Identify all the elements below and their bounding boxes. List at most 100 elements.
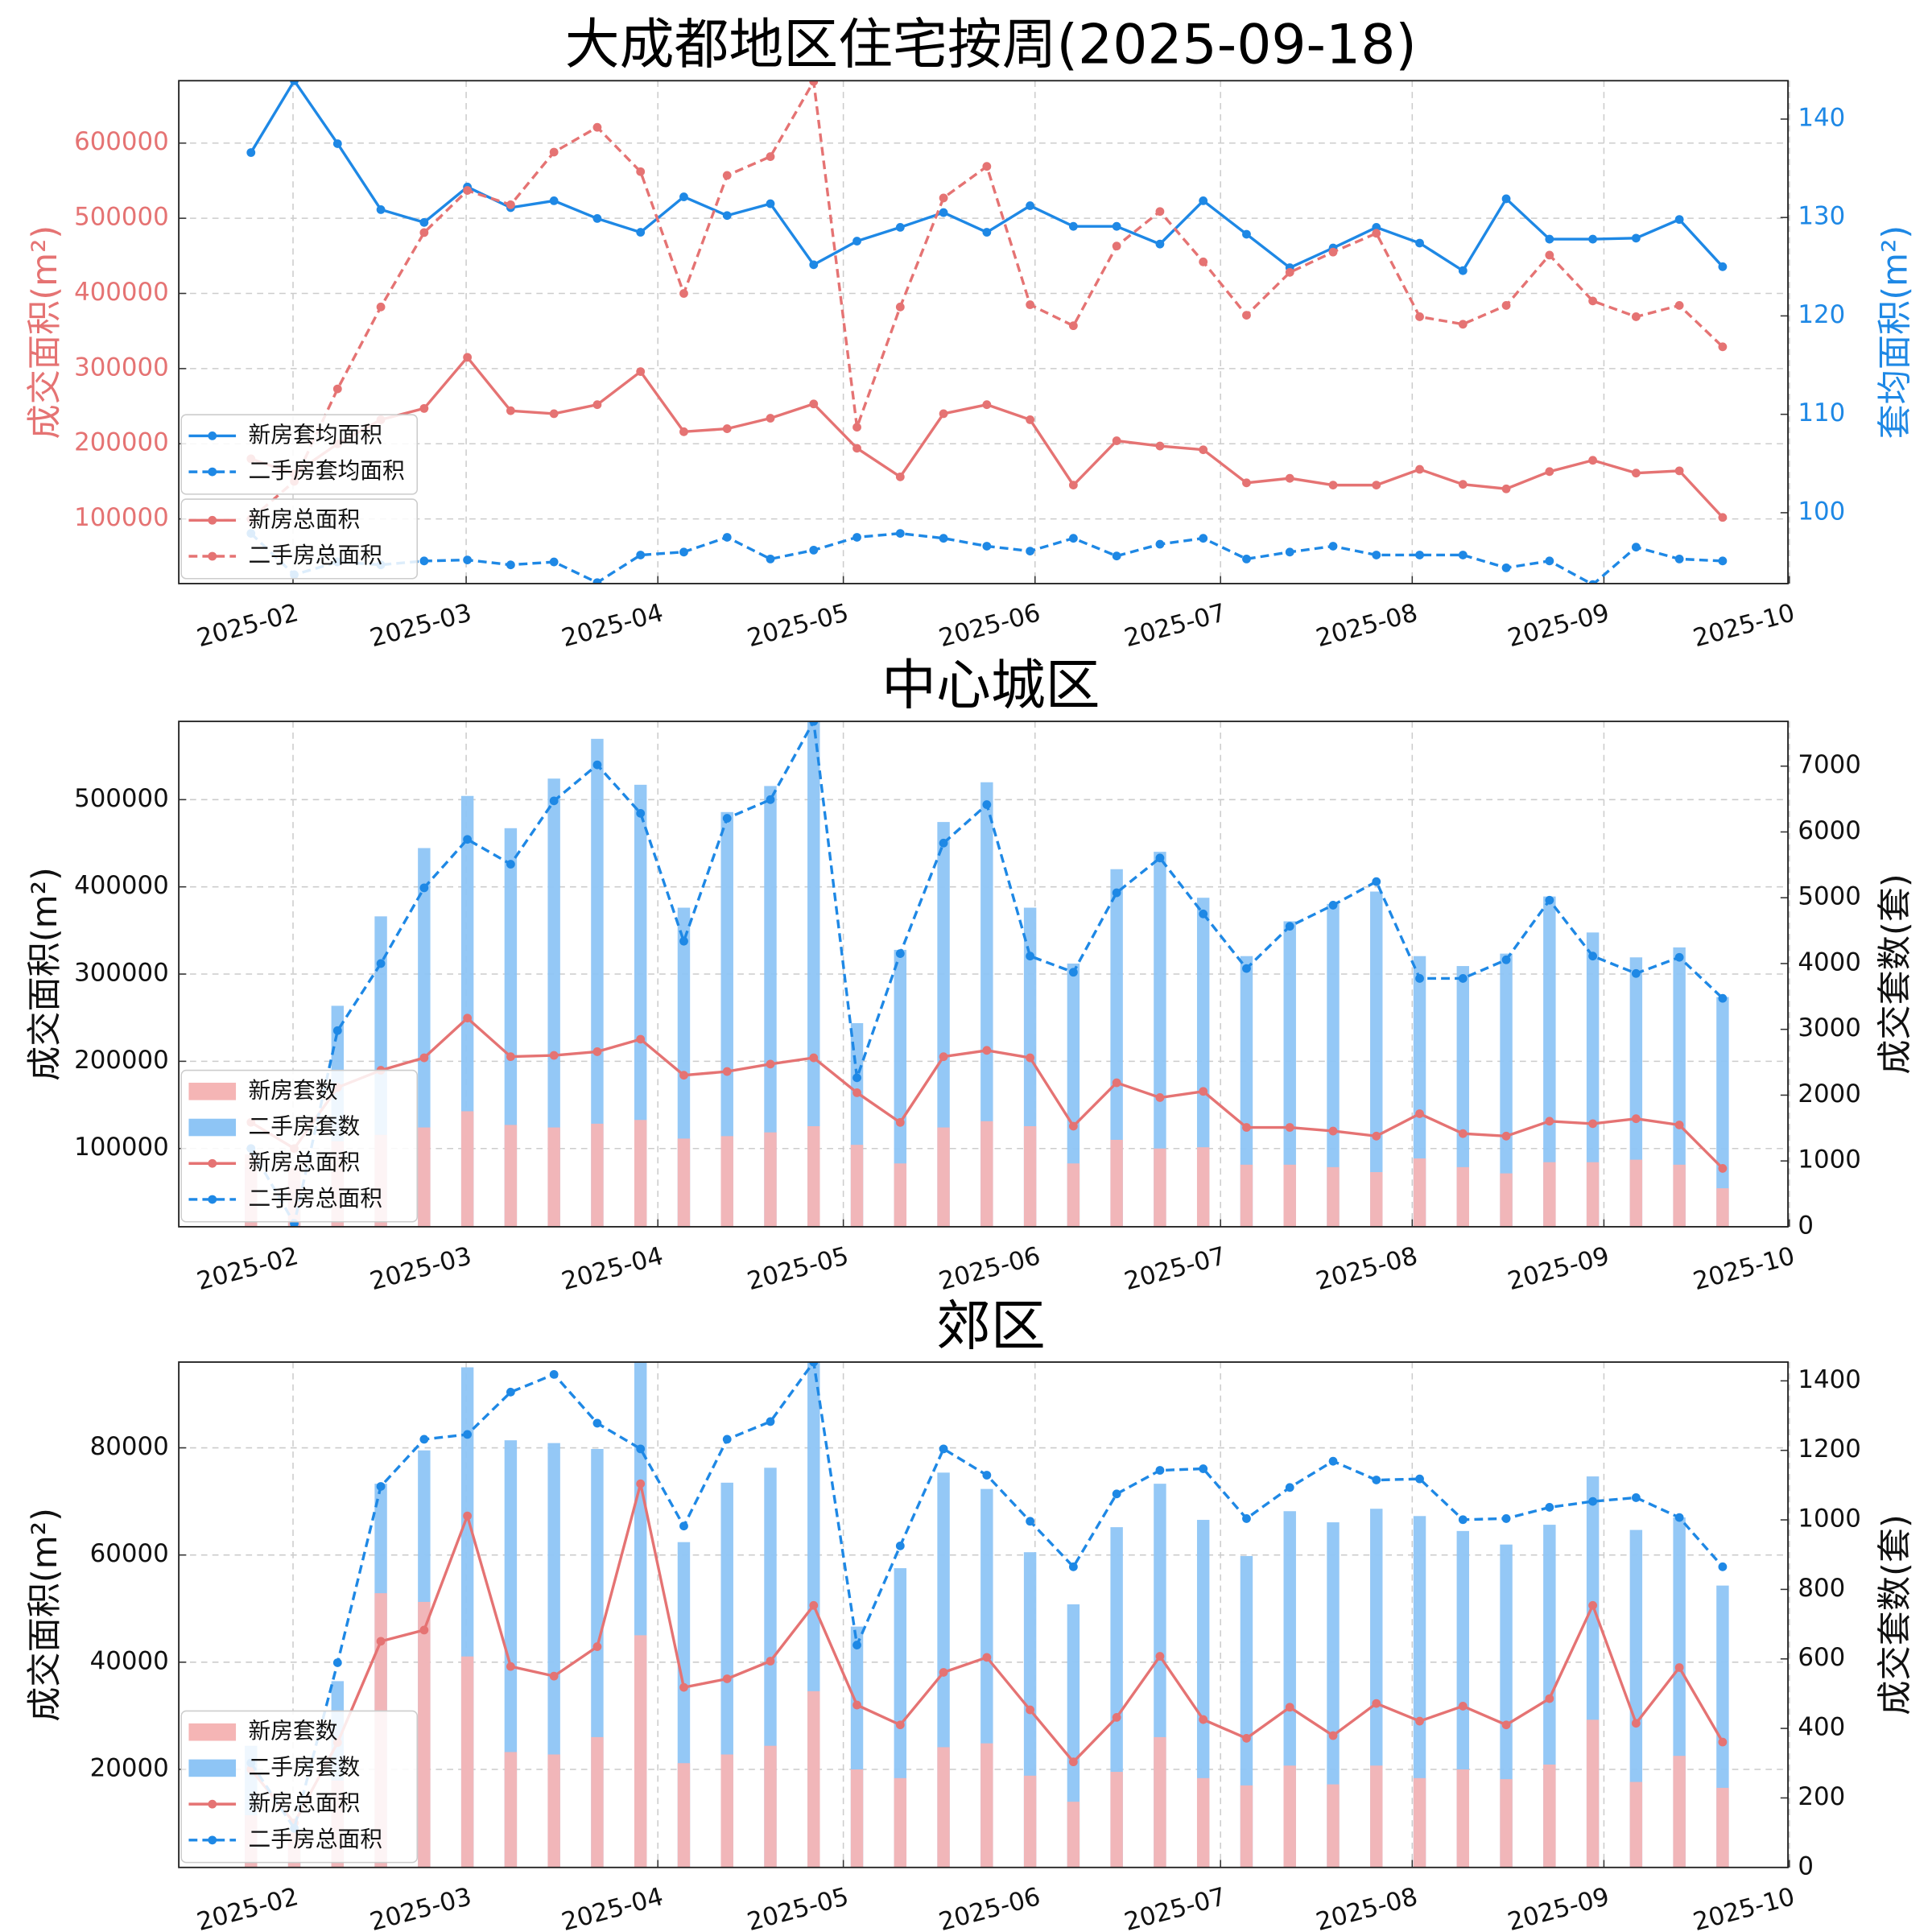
legend-label: 二手房套数 — [248, 1753, 360, 1780]
marker — [1545, 234, 1554, 244]
marker — [1372, 1699, 1381, 1708]
bar — [1413, 1158, 1426, 1227]
marker — [1155, 539, 1165, 549]
y2-tick-label: 1000 — [1798, 1505, 1860, 1534]
bar — [547, 1754, 560, 1868]
marker — [809, 1362, 819, 1367]
bar — [937, 822, 950, 1227]
marker — [809, 1053, 819, 1063]
bar — [418, 1127, 431, 1227]
marker — [679, 427, 688, 436]
y-tick-label: 200000 — [74, 1046, 169, 1075]
marker — [1501, 484, 1511, 493]
legend-marker — [208, 431, 217, 440]
legend-marker — [208, 467, 217, 477]
marker — [1674, 1121, 1684, 1129]
marker — [1199, 1087, 1208, 1096]
bar — [894, 1163, 907, 1227]
bar — [1456, 966, 1470, 1227]
marker — [376, 959, 386, 968]
marker — [1112, 436, 1121, 445]
bar — [1110, 869, 1123, 1227]
marker — [1458, 320, 1468, 329]
marker — [1328, 1126, 1338, 1136]
marker — [1718, 1164, 1728, 1173]
marker — [1199, 445, 1208, 455]
subplot: 2025-02 2025-03 2025-04 2025-05 2025-06 2025-… — [25, 1294, 1915, 1932]
marker — [463, 835, 473, 844]
marker — [1631, 469, 1641, 478]
marker — [463, 555, 473, 564]
marker — [1112, 1078, 1121, 1088]
marker — [1372, 1476, 1381, 1484]
y2-tick-label: 600 — [1798, 1643, 1845, 1672]
marker — [592, 214, 602, 223]
marker — [1501, 301, 1511, 310]
bar — [720, 811, 733, 1227]
bar — [1067, 1802, 1080, 1868]
chart-title: 郊区 — [936, 1294, 1046, 1358]
bar — [591, 738, 604, 1227]
marker — [1155, 1466, 1165, 1475]
y2-tick-label: 1200 — [1798, 1435, 1860, 1463]
y2-axis-label: 成交套数(套) — [1875, 873, 1915, 1075]
legend-label: 新房套数 — [248, 1077, 337, 1104]
marker — [982, 800, 992, 809]
marker — [636, 1444, 646, 1454]
marker — [1631, 1114, 1641, 1124]
marker — [939, 534, 948, 543]
y-axis-label: 成交面积(m²) — [25, 225, 65, 440]
marker — [1588, 234, 1598, 244]
marker — [1545, 1694, 1554, 1703]
marker — [290, 80, 299, 85]
marker — [1545, 1117, 1554, 1126]
y-tick-label: 500000 — [74, 203, 169, 232]
bar — [980, 782, 993, 1227]
bar — [807, 1690, 820, 1868]
bar — [720, 1754, 733, 1868]
y2-tick-label: 200 — [1798, 1782, 1845, 1811]
marker — [419, 228, 429, 237]
bar — [1716, 1787, 1729, 1868]
marker — [246, 148, 256, 157]
marker — [1458, 1515, 1468, 1525]
marker — [419, 1435, 429, 1444]
marker — [1112, 1712, 1121, 1722]
marker — [592, 1418, 602, 1428]
marker — [1242, 311, 1251, 320]
marker — [852, 1641, 861, 1649]
marker — [592, 1642, 602, 1651]
marker — [982, 162, 992, 171]
bar — [980, 1743, 993, 1868]
marker — [1545, 895, 1554, 905]
y2-tick-label: 800 — [1798, 1574, 1845, 1603]
bar — [1196, 898, 1210, 1227]
bar — [460, 1656, 474, 1868]
marker — [592, 122, 602, 132]
marker — [1372, 551, 1381, 559]
axes-frame — [178, 720, 1790, 1228]
bar — [980, 1121, 993, 1227]
bar — [1370, 891, 1383, 1227]
marker — [1501, 1720, 1511, 1730]
marker — [679, 1071, 688, 1080]
marker — [1112, 221, 1121, 231]
marker — [1718, 342, 1728, 352]
bar — [1067, 1604, 1080, 1868]
marker — [1026, 201, 1035, 210]
marker — [506, 1052, 515, 1062]
marker — [1718, 556, 1728, 566]
marker — [1112, 242, 1121, 251]
y2-tick-label: 110 — [1798, 398, 1845, 427]
y2-tick-label: 100 — [1798, 497, 1845, 526]
marker — [1501, 194, 1511, 204]
bar — [937, 1747, 950, 1868]
marker — [679, 192, 688, 201]
marker — [1155, 441, 1165, 451]
marker — [1372, 481, 1381, 490]
bar — [1154, 1148, 1166, 1227]
marker — [722, 533, 732, 542]
legend-box — [180, 1069, 419, 1223]
marker — [982, 228, 992, 237]
